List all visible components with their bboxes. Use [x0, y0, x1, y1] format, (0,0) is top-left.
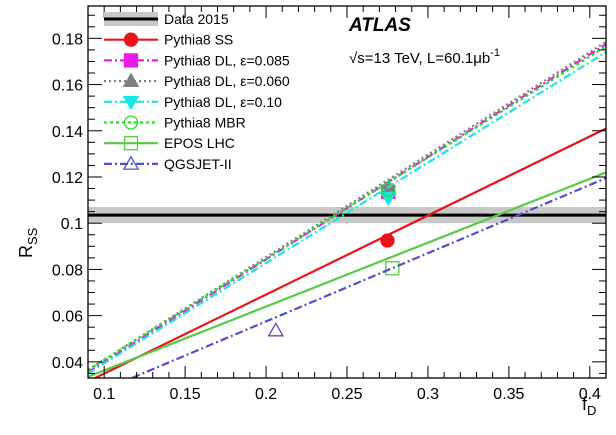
x-tick-label-5: 0.35: [493, 386, 524, 403]
legend-label: Pythia8 DL, ε=0.085: [164, 52, 290, 68]
legend-label: QGSJET-II: [164, 156, 232, 172]
y-tick-label-2: 0.08: [52, 262, 83, 279]
legend-marker-swatch: [122, 95, 140, 111]
legend-marker-swatch: [123, 32, 139, 47]
energy-luminosity-label: √s=13 TeV, L=60.1μb-1: [349, 47, 500, 67]
legend-marker-swatch: [122, 155, 140, 170]
legend-item-7: QGSJET-II: [104, 155, 232, 172]
series-line-5: [88, 171, 606, 378]
y-tick-label-6: 0.16: [52, 78, 83, 95]
y-tick-label-4: 0.12: [52, 170, 83, 187]
series-line-2: [88, 40, 606, 371]
series-line-1: [88, 43, 606, 374]
series-marker-4: [381, 182, 396, 197]
legend-marker-swatch: [123, 115, 139, 130]
legend-label: EPOS LHC: [164, 135, 235, 151]
y-axis-title-subscript: SS: [25, 227, 40, 245]
legend-label: Data 2015: [164, 11, 229, 27]
y-axis-title: RSS: [16, 227, 40, 258]
y-tick-label-3: 0.1: [61, 216, 83, 233]
legend-label: Pythia8 DL, ε=0.10: [164, 94, 282, 110]
legend-marker-swatch: [123, 136, 139, 151]
series-marker-0: [380, 233, 395, 248]
y-tick-label-5: 0.14: [52, 124, 83, 141]
legend-item-2: Pythia8 DL, ε=0.085: [104, 52, 290, 68]
x-tick-label-2: 0.2: [255, 386, 277, 403]
experiment-label: ATLAS: [348, 15, 411, 36]
legend-label: Pythia8 SS: [164, 32, 233, 48]
x-tick-label-4: 0.3: [417, 386, 439, 403]
x-tick-label-1: 0.15: [170, 386, 201, 403]
series-line-6: [129, 177, 606, 378]
axis-ticks: [87, 6, 607, 378]
series-marker-6: [267, 322, 285, 337]
luminosity-exponent: -1: [490, 47, 500, 59]
series-line-3: [88, 51, 606, 375]
y-tick-label-0: 0.04: [52, 355, 83, 372]
legend-item-5: Pythia8 MBR: [104, 115, 246, 131]
legend-item-1: Pythia8 SS: [104, 32, 233, 48]
series-line-0: [92, 127, 606, 378]
legend-marker-swatch: [123, 53, 139, 68]
x-axis-tick-labels: 0.1 0.15 0.2 0.25 0.3 0.35 0.4: [93, 386, 601, 403]
x-axis-title-subscript: D: [587, 403, 596, 418]
legend-item-0: Data 2015: [104, 11, 229, 27]
x-tick-label-3: 0.25: [331, 386, 362, 403]
y-axis-tick-labels: 0.04 0.06 0.08 0.1 0.12 0.14 0.16 0.18: [52, 31, 83, 371]
x-tick-label-6: 0.4: [579, 386, 601, 403]
legend-label: Pythia8 DL, ε=0.060: [164, 73, 290, 89]
legend: Data 2015 Pythia8 SS Pythia8 DL, ε=0.085 Py…: [104, 11, 290, 172]
y-tick-label-1: 0.06: [52, 309, 83, 326]
x-tick-label-0: 0.1: [93, 386, 115, 403]
series-marker-5: [385, 261, 400, 276]
legend-item-4: Pythia8 DL, ε=0.10: [104, 94, 282, 111]
legend-item-6: EPOS LHC: [104, 135, 235, 151]
legend-marker-swatch: [122, 72, 140, 87]
y-tick-label-7: 0.18: [52, 31, 83, 48]
legend-item-3: Pythia8 DL, ε=0.060: [104, 72, 290, 89]
x-axis-title: fD: [582, 394, 596, 418]
plot-area: [88, 40, 606, 378]
legend-label: Pythia8 MBR: [164, 115, 246, 131]
